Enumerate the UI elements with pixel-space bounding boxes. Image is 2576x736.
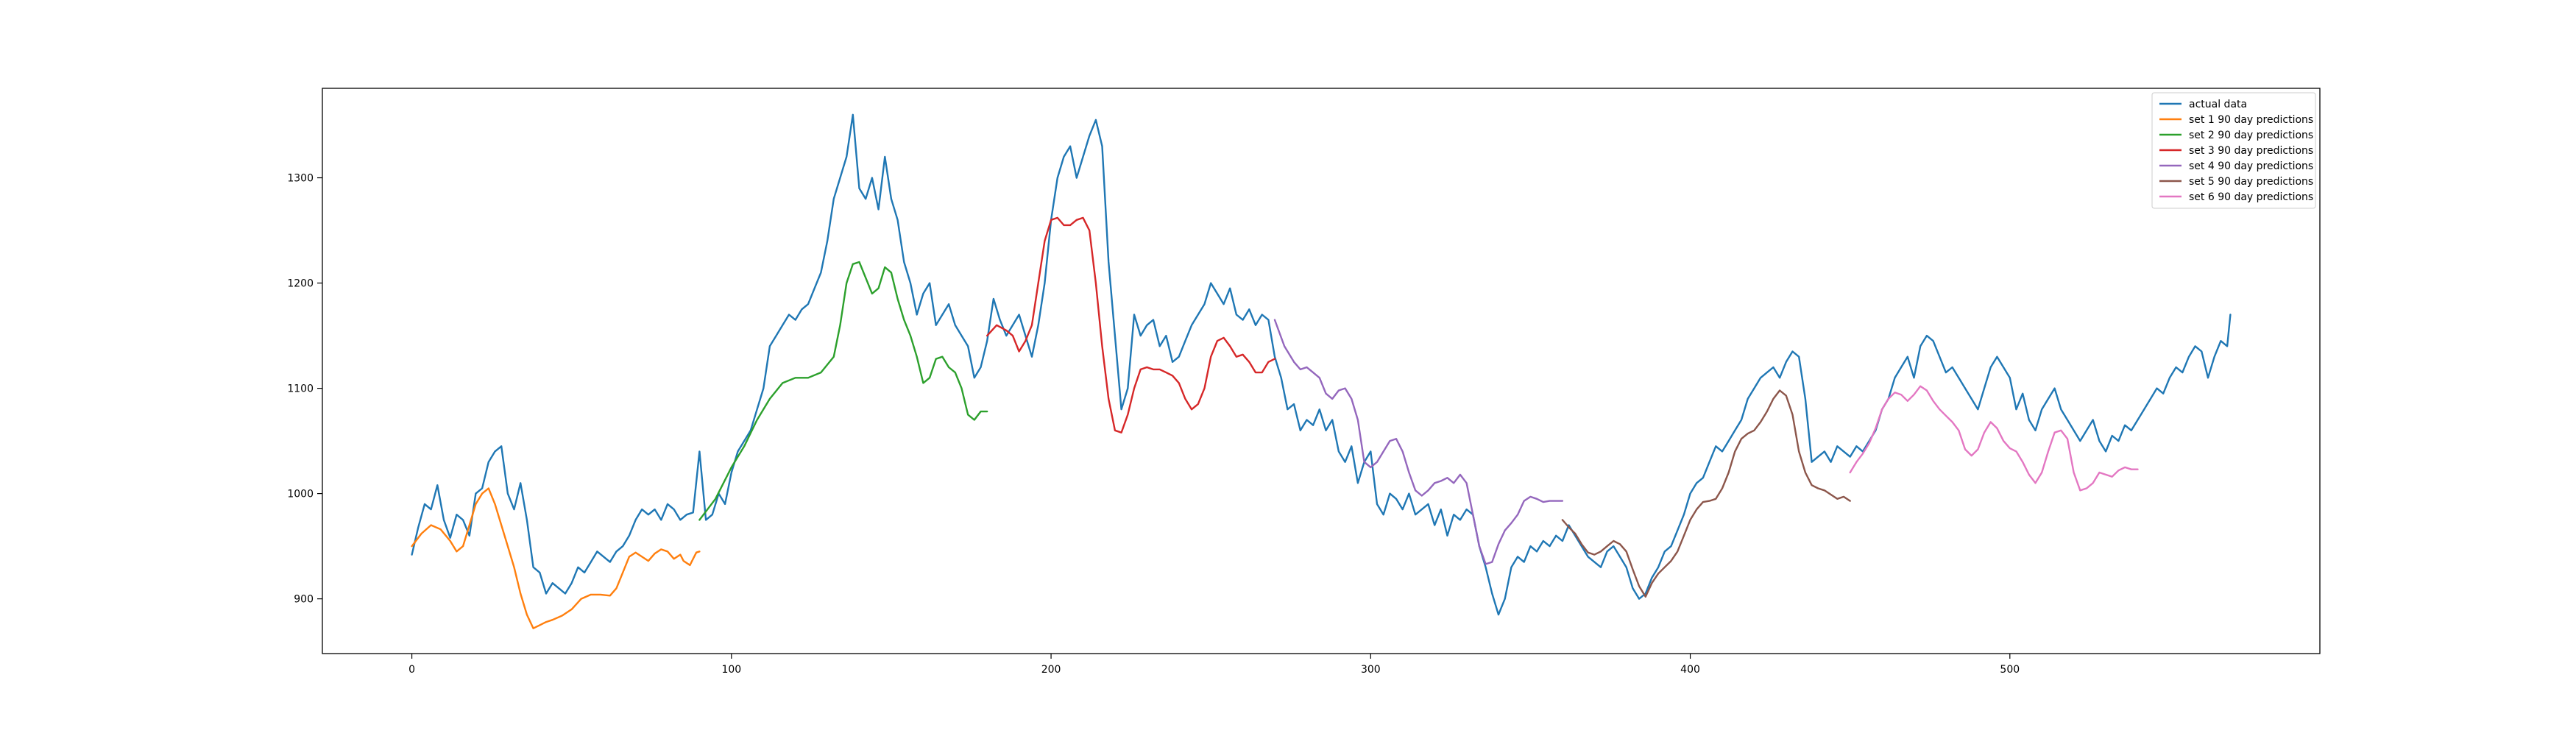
- x-tick-label: 500: [2000, 664, 2020, 676]
- x-tick-label: 200: [1041, 664, 1061, 676]
- plot-frame: [322, 88, 2321, 654]
- y-tick-label: 1100: [287, 383, 314, 395]
- series-line-3: [698, 261, 988, 521]
- legend-label-6: set 5 90 day predictions: [2189, 176, 2313, 188]
- y-axis: 900 1000 1100 1200 1300: [287, 173, 322, 606]
- legend-label-3: set 2 90 day predictions: [2189, 130, 2313, 141]
- legend-label-7: set 6 90 day predictions: [2189, 191, 2313, 203]
- y-tick-label: 1300: [287, 173, 314, 185]
- legend-label-5: set 4 90 day predictions: [2189, 160, 2313, 172]
- legend-label-1: actual data: [2189, 99, 2247, 110]
- legend-label-2: set 1 90 day predictions: [2189, 114, 2313, 126]
- legend-label-4: set 3 90 day predictions: [2189, 145, 2313, 157]
- series-line-2: [411, 487, 701, 629]
- legend: actual data set 1 90 day predictions set 2…: [2151, 92, 2316, 209]
- legend-box: [2151, 92, 2316, 209]
- x-tick-label: 0: [408, 664, 415, 676]
- series-line-6: [1561, 389, 1851, 598]
- y-tick-label: 900: [294, 594, 314, 606]
- x-tick-label: 400: [1680, 664, 1700, 676]
- plot-area: [322, 88, 2320, 654]
- x-tick-label: 300: [1361, 664, 1381, 676]
- x-axis: 0 100 200 300 400 500: [408, 654, 2020, 676]
- y-tick-label: 1000: [287, 489, 314, 500]
- series-line-5: [1273, 319, 1564, 565]
- x-tick-label: 100: [721, 664, 741, 676]
- series-line-7: [1849, 385, 2139, 492]
- series-line-4: [986, 216, 1276, 434]
- series-layer: [411, 113, 2232, 629]
- series-line-1: [411, 113, 2232, 616]
- y-tick-label: 1200: [287, 278, 314, 290]
